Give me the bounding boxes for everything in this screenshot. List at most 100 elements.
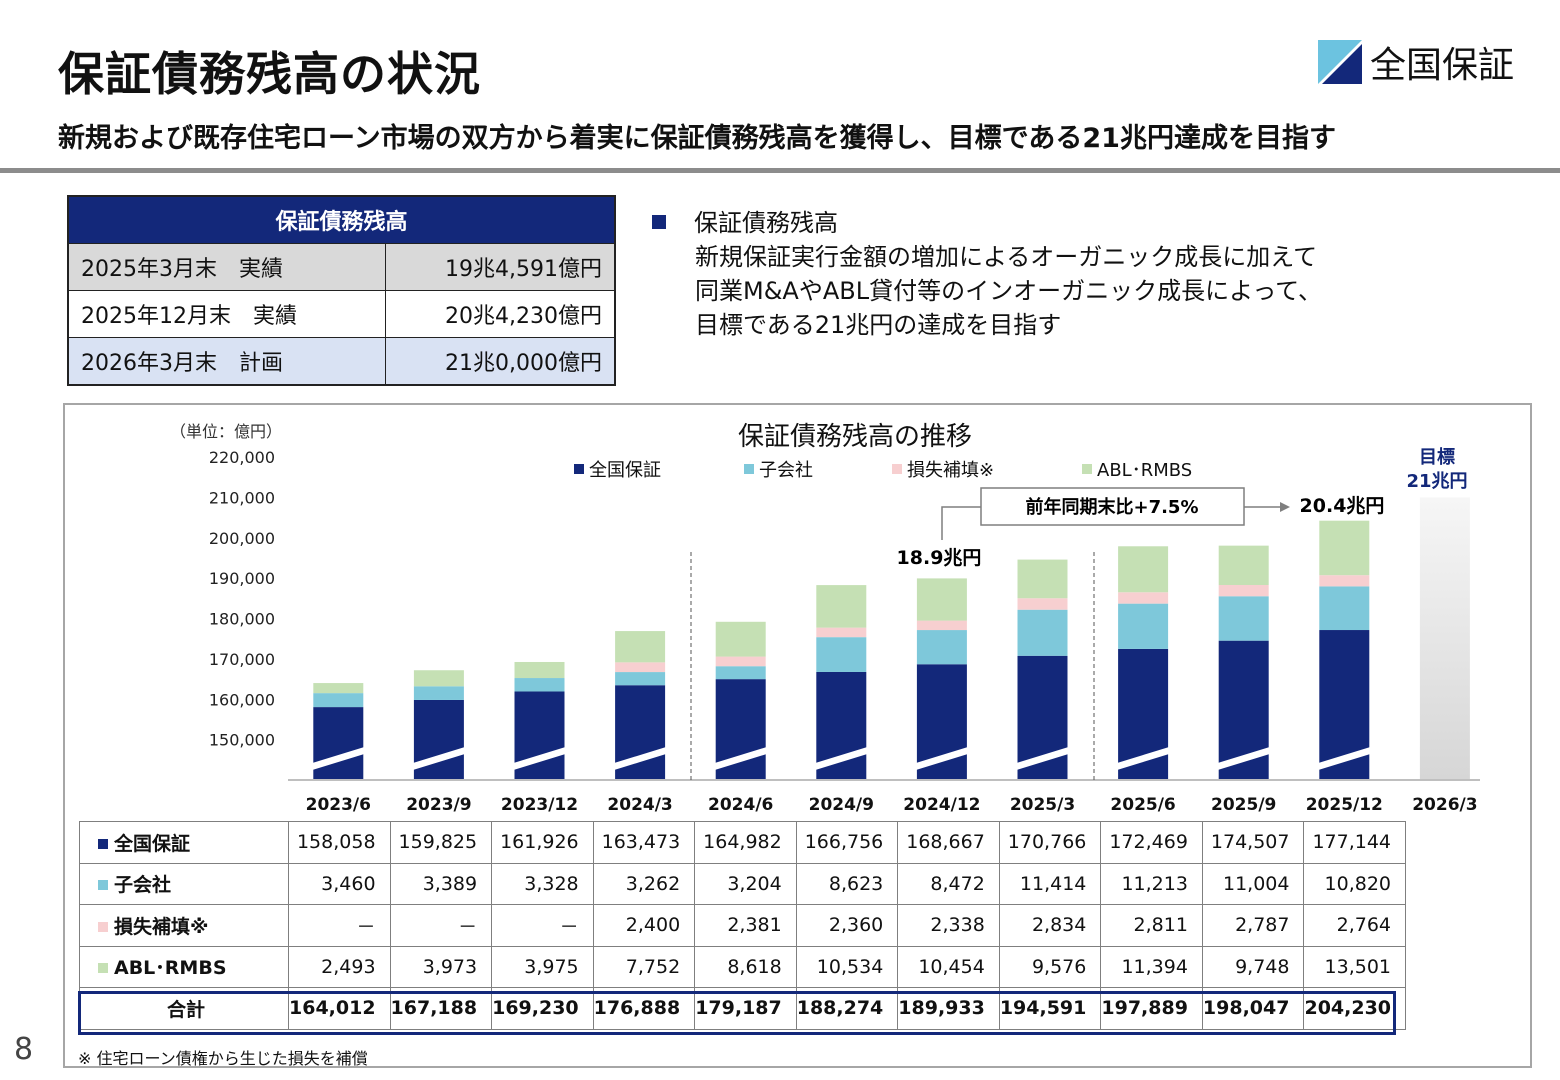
legend-swatch	[574, 464, 584, 474]
axis-break-mark	[1117, 747, 1170, 770]
bar-segment	[715, 666, 766, 680]
bar-segment	[1218, 545, 1269, 585]
table-cell: 163,473	[592, 821, 696, 864]
bar-segment	[313, 683, 364, 694]
bar-segment	[715, 656, 766, 667]
legend-label: 子会社	[759, 460, 813, 481]
table-cell: 2,787	[1201, 904, 1305, 947]
legend-swatch	[98, 921, 108, 932]
x-tick-label: 2025/12	[1306, 795, 1383, 815]
table-cell: 11,213	[1100, 862, 1203, 905]
legend-swatch	[98, 963, 108, 974]
total-cell: 189,933	[897, 987, 1000, 1030]
total-cell: 176,888	[592, 987, 696, 1030]
x-tick-label: 2023/6	[306, 795, 371, 815]
axis-break-mark	[614, 747, 667, 770]
table-cell: 2,381	[694, 904, 797, 947]
row-label: 子会社	[79, 862, 289, 905]
bar-segment	[1319, 575, 1370, 587]
row-label: ABL･RMBS	[79, 945, 289, 988]
bar-segment	[1017, 609, 1068, 656]
target-label-line1: 目標	[1419, 446, 1455, 468]
total-cell: 188,274	[795, 987, 899, 1030]
summary-row-value: 19兆4,591億円	[385, 243, 616, 291]
y-tick-label: 210,000	[209, 488, 275, 507]
bar-segment	[816, 637, 867, 672]
table-cell: 2,811	[1100, 904, 1203, 947]
bar-segment	[916, 620, 967, 631]
bar-segment	[413, 699, 464, 780]
table-cell: 164,982	[694, 821, 797, 864]
bar-segment	[916, 630, 967, 665]
total-cell: 204,230	[1303, 987, 1407, 1030]
table-cell: 3,328	[491, 862, 594, 905]
table-cell: 159,825	[389, 821, 493, 864]
x-tick-label: 2025/3	[1010, 795, 1075, 815]
bar-segment	[313, 707, 364, 780]
row-label: 損失補填※	[79, 904, 289, 947]
table-cell: 2,764	[1303, 904, 1407, 947]
table-cell: 161,926	[491, 821, 594, 864]
bullet-block: 保証債務残高 新規保証実行金額の増加によるオーガニック成長に加えて 同業M&Aや…	[652, 206, 1322, 342]
bar-segment	[916, 578, 967, 621]
table-cell: 8,618	[694, 945, 797, 988]
table-row: 子会社 3,460 3,389 3,328 3,262 3,204 8,623 8,472 11…	[79, 862, 1407, 905]
x-tick-label: 2024/3	[607, 795, 672, 815]
x-tick-label: 2025/6	[1110, 795, 1175, 815]
chart-frame	[63, 403, 1532, 1068]
y-axis: 150,000 160,000 170,000 180,000 190,000 200,0…	[209, 448, 275, 750]
bar-segment	[816, 585, 867, 628]
bar-segment	[514, 678, 565, 692]
row-label: 全国保証	[79, 821, 289, 864]
table-cell: 3,975	[491, 945, 594, 988]
bar-segment	[615, 662, 666, 673]
table-cell: 2,493	[288, 945, 391, 988]
table-cell: －	[288, 904, 391, 947]
y-tick-label: 180,000	[209, 610, 275, 629]
x-tick-label: 2024/6	[708, 795, 773, 815]
table-cell: 2,338	[897, 904, 1000, 947]
x-tick-label: 2026/3	[1412, 795, 1477, 815]
table-cell: 166,756	[795, 821, 899, 864]
table-cell: 10,820	[1303, 862, 1407, 905]
chart-title: 保証債務残高の推移	[738, 422, 973, 452]
table-cell: 9,576	[998, 945, 1102, 988]
target-label-line2: 21兆円	[1406, 471, 1467, 492]
growth-annotation-text: 前年同期末比+7.5%	[1025, 496, 1198, 518]
table-cell: 172,469	[1100, 821, 1203, 864]
logo-text: 全国保証	[1370, 45, 1515, 86]
table-cell: 7,752	[592, 945, 696, 988]
x-tick-label: 2024/12	[903, 795, 980, 815]
axis-break-mark	[312, 747, 365, 770]
summary-table-heading: 保証債務残高	[67, 195, 616, 244]
total-cell: 194,591	[998, 987, 1102, 1030]
table-cell: －	[389, 904, 493, 947]
legend-label: 全国保証	[589, 460, 661, 481]
axis-break-mark	[815, 747, 868, 770]
bar-segment	[1118, 592, 1169, 604]
table-row: 損失補填※ －－－ 2,400 2,381 2,360 2,338 2,834 2,811 2,…	[79, 904, 1407, 947]
bullet-line: 同業M&AやABL貸付等のインオーガニック成長によって、	[695, 277, 1322, 305]
axis-break-mark	[714, 747, 767, 770]
footnote: ※ 住宅ローン債権から生じた損失を補償	[78, 1049, 368, 1068]
bar-segment	[1218, 584, 1269, 597]
table-cell: 11,414	[998, 862, 1102, 905]
legend-swatch	[892, 464, 902, 474]
summary-row: 2025年3月末 実績 19兆4,591億円	[67, 243, 616, 291]
axis-break-mark	[1016, 747, 1069, 770]
legend-label: ABL･RMBS	[1097, 460, 1193, 481]
chart-unit-label: （単位：億円）	[170, 422, 283, 441]
table-cell: 2,834	[998, 904, 1102, 947]
bar-segment	[413, 670, 464, 687]
bar-segment	[1118, 546, 1169, 593]
table-cell: 3,973	[389, 945, 493, 988]
axis-break-mark	[1217, 747, 1270, 770]
axis-break-mark	[412, 747, 465, 770]
table-cell: 3,460	[288, 862, 391, 905]
total-cell: 164,012	[288, 987, 391, 1030]
axis-break-mark	[513, 747, 566, 770]
legend-swatch	[98, 838, 108, 849]
total-cell: 198,047	[1201, 987, 1305, 1030]
table-cell: 10,454	[897, 945, 1000, 988]
